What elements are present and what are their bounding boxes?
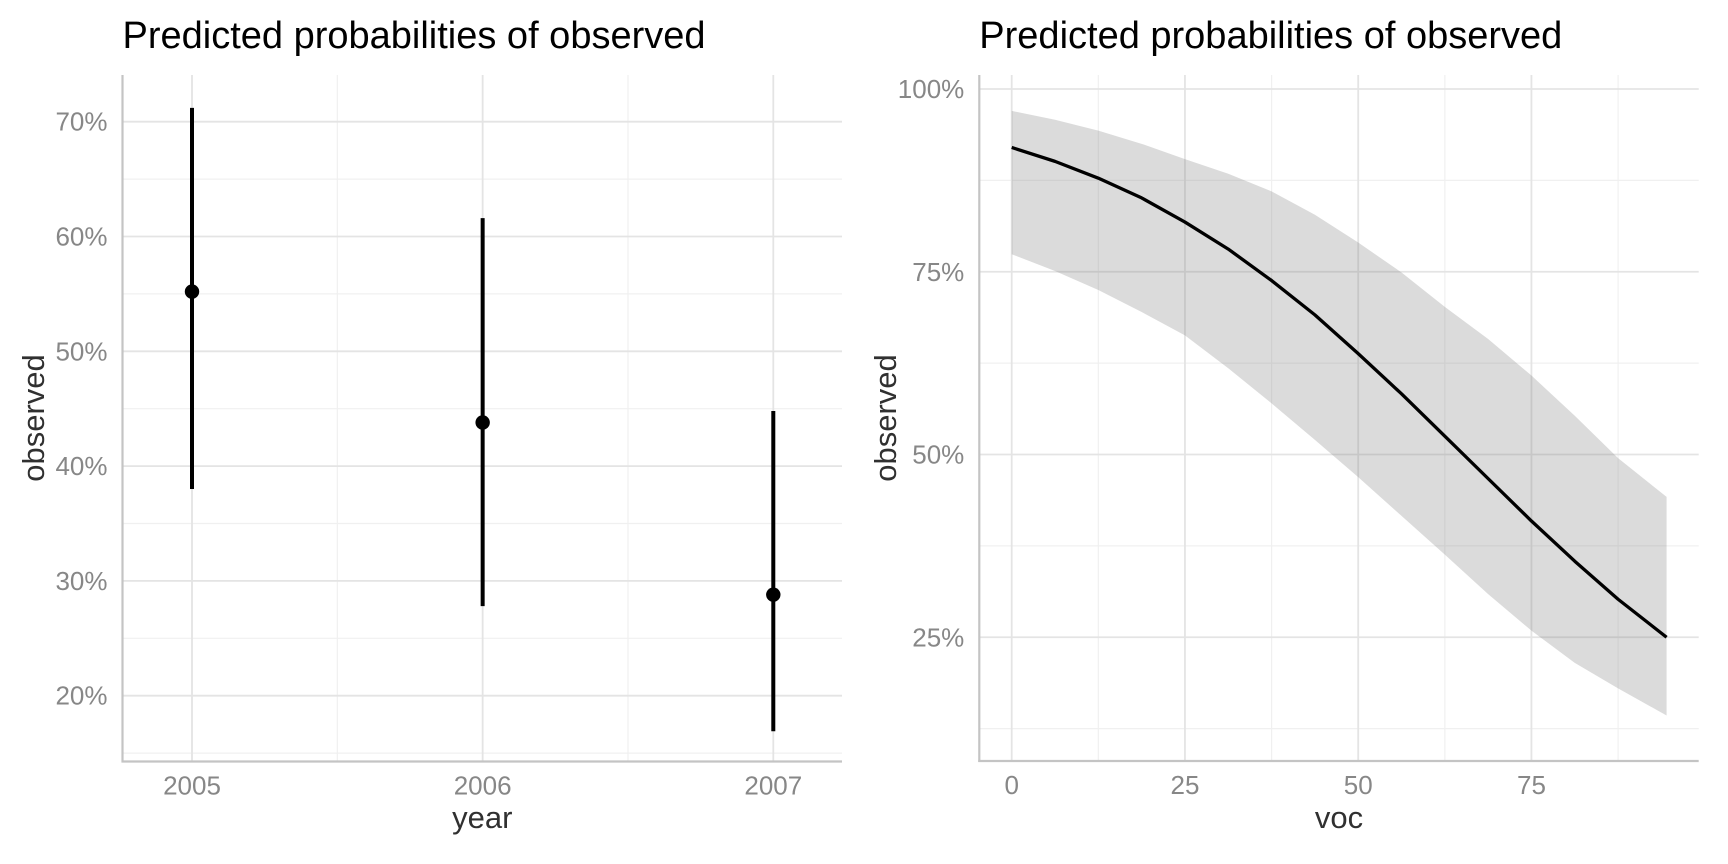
- chart-voc-line-ribbon: 100% 75% 50% 25% 0 25 50 75 Predicted probabili…: [864, 0, 1728, 864]
- pointrange-plot-svg: 70% 60% 50% 40% 30% 20% 2005 2006 2007: [55, 75, 842, 801]
- y-tick-label: 70%: [55, 107, 107, 137]
- y-tick-label: 40%: [55, 451, 107, 481]
- y-axis-title: observed: [16, 354, 51, 483]
- y-tick-label: 50%: [55, 336, 107, 366]
- plot-title: Predicted probabilities of observed: [122, 15, 706, 57]
- y-tick-label: 50%: [912, 440, 964, 470]
- confidence-ribbon: [1011, 110, 1667, 716]
- x-tick-label: 75: [1517, 770, 1546, 800]
- prediction-line: [1011, 145, 1668, 639]
- point-estimate: [475, 415, 490, 430]
- x-tick-label: 50: [1344, 770, 1373, 800]
- y-tick-label: 100%: [898, 74, 965, 104]
- y-axis-title: observed: [868, 354, 903, 482]
- x-tick-label: 2006: [454, 771, 512, 801]
- point-estimate: [766, 587, 781, 602]
- x-tick-label: 0: [1004, 770, 1018, 800]
- x-tick-label: 2005: [163, 771, 221, 801]
- x-axis-title: year: [452, 800, 513, 835]
- x-axis-title: voc: [1314, 800, 1364, 835]
- y-tick-label: 20%: [55, 681, 107, 711]
- y-tick-label: 25%: [912, 622, 964, 652]
- plot-title: Predicted probabilities of observed: [979, 15, 1563, 57]
- point-estimate: [184, 284, 200, 299]
- line-ribbon-plot-svg: 100% 75% 50% 25% 0 25 50 75: [898, 74, 1699, 800]
- y-tick-label: 75%: [912, 257, 964, 287]
- y-tick-label: 30%: [55, 566, 107, 596]
- x-tick-label: 2007: [744, 771, 802, 801]
- x-tick-label: 25: [1170, 770, 1199, 800]
- chart-year-pointrange: 70% 60% 50% 40% 30% 20% 2005 2006 2007 Predicted…: [16, 15, 842, 835]
- y-tick-label: 60%: [55, 222, 107, 252]
